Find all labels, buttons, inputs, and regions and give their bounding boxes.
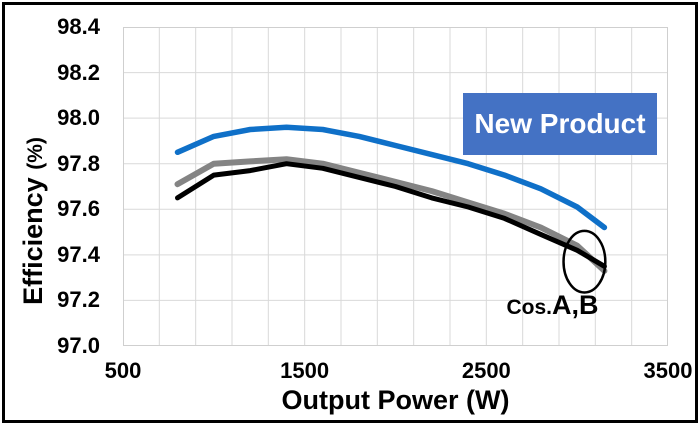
y-tick-label: 97.8 — [57, 150, 100, 176]
competitor-label: Cos.A,B — [490, 290, 615, 321]
y-tick-label: 97.0 — [57, 333, 100, 358]
y-axis-ticks: 98.4 98.2 98.0 97.8 97.6 97.4 97.2 97.0 — [28, 0, 100, 425]
y-tick-label: 97.6 — [57, 196, 100, 222]
highlight-ellipse — [562, 229, 607, 294]
competitor-label-models: A,B — [552, 290, 599, 320]
y-tick-label: 98.0 — [57, 105, 100, 131]
x-tick-label: 500 — [104, 358, 142, 383]
series-line-cos-a — [174, 156, 608, 274]
plot-area — [123, 27, 668, 346]
new-product-callout-text: New Product — [474, 108, 646, 139]
y-tick-label: 98.4 — [57, 14, 100, 39]
y-tick-label: 98.2 — [57, 59, 100, 85]
x-tick-label: 2500 — [461, 358, 511, 383]
competitor-label-prefix: Cos. — [506, 296, 552, 319]
y-tick-label: 97.2 — [57, 287, 100, 313]
x-tick-label: 1500 — [280, 358, 330, 383]
y-tick-label: 97.4 — [57, 241, 100, 267]
series-line-new-product — [174, 124, 608, 231]
series-line-cos-b — [175, 161, 607, 269]
x-tick-label: 3500 — [643, 358, 693, 383]
plot-border — [123, 27, 668, 346]
x-axis-title: Output Power (W) — [281, 385, 510, 415]
new-product-callout: New Product — [463, 93, 657, 155]
